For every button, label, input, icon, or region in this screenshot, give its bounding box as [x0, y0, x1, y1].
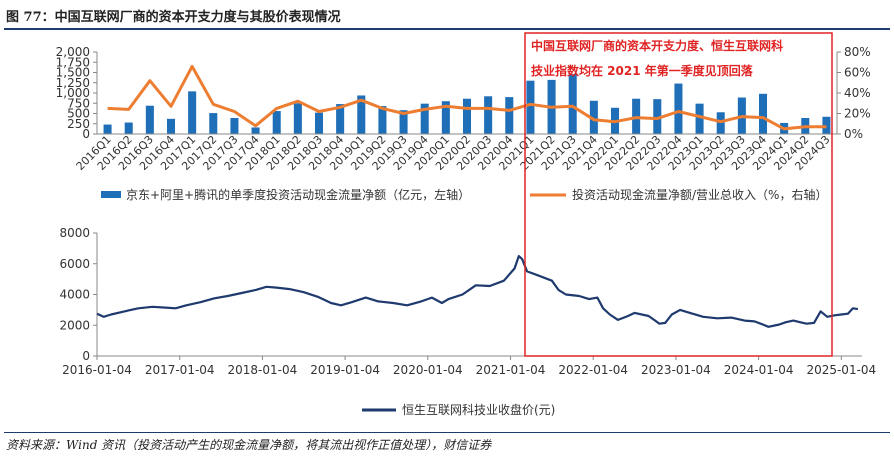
y-axis-tick-label: 0 [82, 349, 90, 363]
footer-rule [4, 432, 890, 433]
bar-2018Q3 [314, 112, 324, 134]
right-axis-tick-label: 0% [844, 127, 863, 141]
left-axis-tick-label: 500 [67, 107, 90, 121]
bar-2021Q4 [589, 100, 598, 134]
left-axis-tick-label: 250 [67, 117, 90, 131]
bar-2017Q4 [251, 127, 260, 134]
highlight-box [524, 32, 833, 357]
bar-2021Q3 [568, 74, 577, 134]
left-axis-tick-label: 1,250 [56, 76, 90, 90]
left-axis-tick-label: 2,000 [56, 45, 90, 59]
bar-2016Q2 [124, 122, 133, 134]
bar-2017Q3 [230, 118, 239, 134]
x-tick-label-2018-01-04: 2018-01-04 [228, 363, 298, 377]
y-axis-tick-label: 4000 [59, 288, 90, 302]
x-tick-label-2020-01-04: 2020-01-04 [393, 363, 463, 377]
legend-bar-label: 京东+阿里+腾讯的单季度投资活动现金流量净额（亿元，左轴） [126, 187, 470, 202]
annotation-line-2: 技业指数均在 2021 年第一季度见顶回落 [531, 63, 754, 78]
x-tick-label-2017-01-04: 2017-01-04 [145, 363, 215, 377]
right-axis-tick-label: 60% [844, 66, 871, 80]
x-tick-label-2022-01-04: 2022-01-04 [558, 363, 628, 377]
bar-2022Q4 [674, 83, 683, 134]
x-tick-label-2016-01-04: 2016-01-04 [62, 363, 132, 377]
bar-2023Q4 [758, 93, 768, 134]
bar-2020Q4 [505, 97, 514, 134]
bar-2018Q1 [272, 111, 281, 134]
bar-2022Q3 [653, 99, 662, 134]
bar-2019Q1 [357, 95, 366, 134]
y-axis-tick-label: 8000 [59, 226, 90, 240]
y-axis-tick-label: 6000 [59, 257, 90, 271]
x-tick-label-2023-01-04: 2023-01-04 [641, 363, 711, 377]
bar-2016Q4 [166, 118, 176, 134]
bar-2019Q4 [420, 103, 429, 134]
bar-2021Q1 [526, 80, 535, 134]
x-tick-label-2021-01-04: 2021-01-04 [476, 363, 546, 377]
figure-title: 图 77：中国互联网厂商的资本开支力度与其股价表现情况 [6, 10, 341, 25]
source-footer: 资料来源：Wind 资讯（投资活动产生的现金流量净额，将其流出视作正值处理），财… [6, 438, 492, 452]
x-tick-label-2019-01-04: 2019-01-04 [310, 363, 380, 377]
index-line [96, 255, 859, 328]
bar-2020Q1 [441, 101, 450, 134]
right-axis-tick-label: 80% [844, 45, 871, 59]
bar-2023Q1 [695, 103, 704, 134]
bar-2018Q2 [293, 103, 302, 134]
ratio-line [107, 64, 827, 131]
bottom-chart: 0 2000 4000 6000 8000 2016-01-04 2017-01-04 201… [59, 226, 876, 417]
right-axis-tick-label: 20% [844, 107, 871, 121]
bar-2024Q3 [822, 116, 831, 134]
bar-2020Q3 [484, 96, 493, 134]
bar-2019Q2 [378, 106, 387, 134]
title-rule [4, 28, 890, 30]
x-tick-label-2024-01-04: 2024-01-04 [724, 363, 794, 377]
bar-2017Q2 [209, 113, 218, 134]
legend-bar-swatch [101, 191, 121, 198]
bar-2016Q1 [103, 124, 112, 134]
bar-2017Q1 [188, 91, 197, 134]
left-axis-tick-label: 1,500 [56, 66, 90, 80]
bar-2019Q3 [399, 110, 408, 134]
bar-2016Q3 [145, 105, 154, 134]
right-axis-tick-label: 40% [844, 86, 871, 100]
left-axis-tick-label: 750 [67, 96, 90, 110]
x-tick-label-2025-01-04: 2025-01-04 [806, 363, 876, 377]
annotation-line-1: 中国互联网厂商的资本开支力度、恒生互联网科 [531, 38, 783, 53]
bar-2018Q4 [336, 104, 345, 134]
bar-2020Q2 [462, 98, 472, 134]
left-axis-tick-label: 1,000 [56, 86, 90, 100]
left-axis-tick-label: 1,750 [56, 55, 90, 69]
legend-line-label: 投资活动现金流量净额/营业总收入（%，右轴） [572, 187, 827, 202]
legend-line-label: 恒生互联网科技业收盘价(元) [402, 402, 555, 417]
left-axis-tick-label: 0 [82, 127, 90, 141]
y-axis-tick-label: 2000 [59, 318, 90, 332]
